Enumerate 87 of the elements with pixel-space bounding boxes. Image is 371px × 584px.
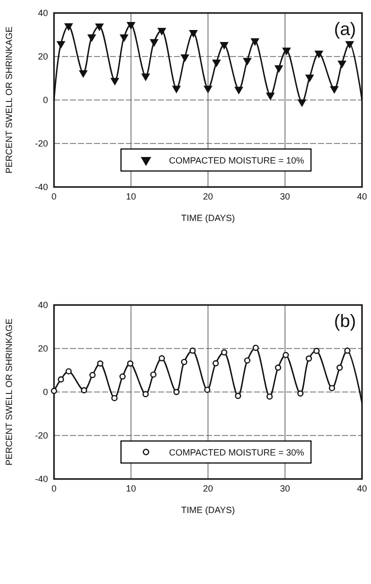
point: [119, 373, 126, 380]
point: [173, 388, 180, 396]
point: [189, 348, 196, 354]
point: [234, 86, 243, 94]
point: [282, 352, 289, 358]
point: [250, 38, 259, 46]
x-tick-label: 40: [356, 483, 368, 494]
y-tick-label: -40: [34, 474, 48, 484]
point: [346, 41, 354, 48]
point: [336, 364, 343, 371]
y-axis-title: PERCENT SWELL OR SHRINKAGE: [4, 318, 14, 466]
annotation: (a): [334, 19, 356, 39]
point: [158, 28, 166, 35]
point: [252, 344, 259, 351]
point: [50, 388, 58, 394]
point: [80, 387, 88, 394]
point: [56, 41, 65, 48]
point: [89, 372, 96, 378]
legend-label: COMPACTED MOISTURE = 10%: [169, 156, 304, 166]
point: [189, 30, 198, 38]
point: [120, 34, 128, 42]
point: [64, 23, 73, 30]
y-tick-label: 0: [42, 94, 48, 105]
y-tick-label: 40: [38, 8, 48, 18]
y-axis-title: PERCENT SWELL OR SHRINKAGE: [4, 26, 14, 174]
annotation: (b): [334, 311, 356, 331]
point: [328, 384, 336, 392]
point: [338, 60, 346, 68]
point: [142, 74, 150, 81]
point: [314, 50, 323, 58]
point: [204, 86, 212, 93]
point: [79, 70, 88, 78]
point: [212, 60, 220, 67]
point: [204, 386, 210, 393]
x-tick-label: 10: [126, 483, 136, 494]
x-tick-label: 0: [51, 483, 57, 494]
x-axis-title: TIME (DAYS): [181, 505, 235, 515]
point: [212, 360, 219, 366]
x-tick-label: 30: [280, 191, 290, 202]
point: [180, 54, 189, 62]
point: [313, 348, 320, 354]
point: [266, 92, 274, 100]
point: [97, 360, 104, 367]
point: [282, 48, 291, 55]
point: [158, 355, 165, 362]
point: [181, 358, 188, 366]
point: [266, 393, 273, 400]
point: [344, 348, 350, 354]
point: [221, 349, 228, 356]
point: [127, 360, 134, 367]
point: [110, 78, 119, 85]
x-tick-label: 20: [202, 191, 214, 202]
x-tick-label: 10: [126, 191, 136, 202]
x-tick-label: 40: [356, 191, 368, 202]
point: [274, 364, 282, 371]
point: [150, 371, 156, 378]
y-tick-label: -40: [34, 182, 48, 192]
point: [95, 23, 104, 31]
y-tick-label: 40: [38, 300, 48, 310]
point: [297, 390, 304, 397]
point: [58, 376, 64, 383]
x-tick-label: 0: [51, 191, 57, 202]
x-axis-title: TIME (DAYS): [181, 213, 235, 223]
point: [172, 86, 180, 93]
point: [298, 99, 306, 106]
point: [306, 355, 312, 362]
point: [306, 74, 314, 82]
point: [234, 392, 242, 400]
point: [243, 58, 252, 65]
x-tick-label: 20: [202, 483, 214, 494]
legend-label: COMPACTED MOISTURE = 30%: [169, 448, 304, 458]
point: [220, 42, 228, 50]
y-tick-label: -20: [34, 138, 48, 148]
point: [66, 368, 72, 374]
point: [88, 34, 96, 42]
point: [142, 391, 149, 398]
y-tick-label: 0: [42, 386, 48, 397]
point: [274, 65, 283, 72]
point: [127, 22, 135, 30]
x-tick-label: 30: [280, 483, 290, 494]
y-tick-label: 20: [38, 51, 48, 62]
point: [244, 357, 250, 364]
y-tick-label: 20: [38, 343, 48, 354]
point: [150, 39, 158, 46]
point: [330, 86, 338, 94]
point: [111, 394, 118, 402]
y-tick-label: -20: [34, 430, 48, 440]
